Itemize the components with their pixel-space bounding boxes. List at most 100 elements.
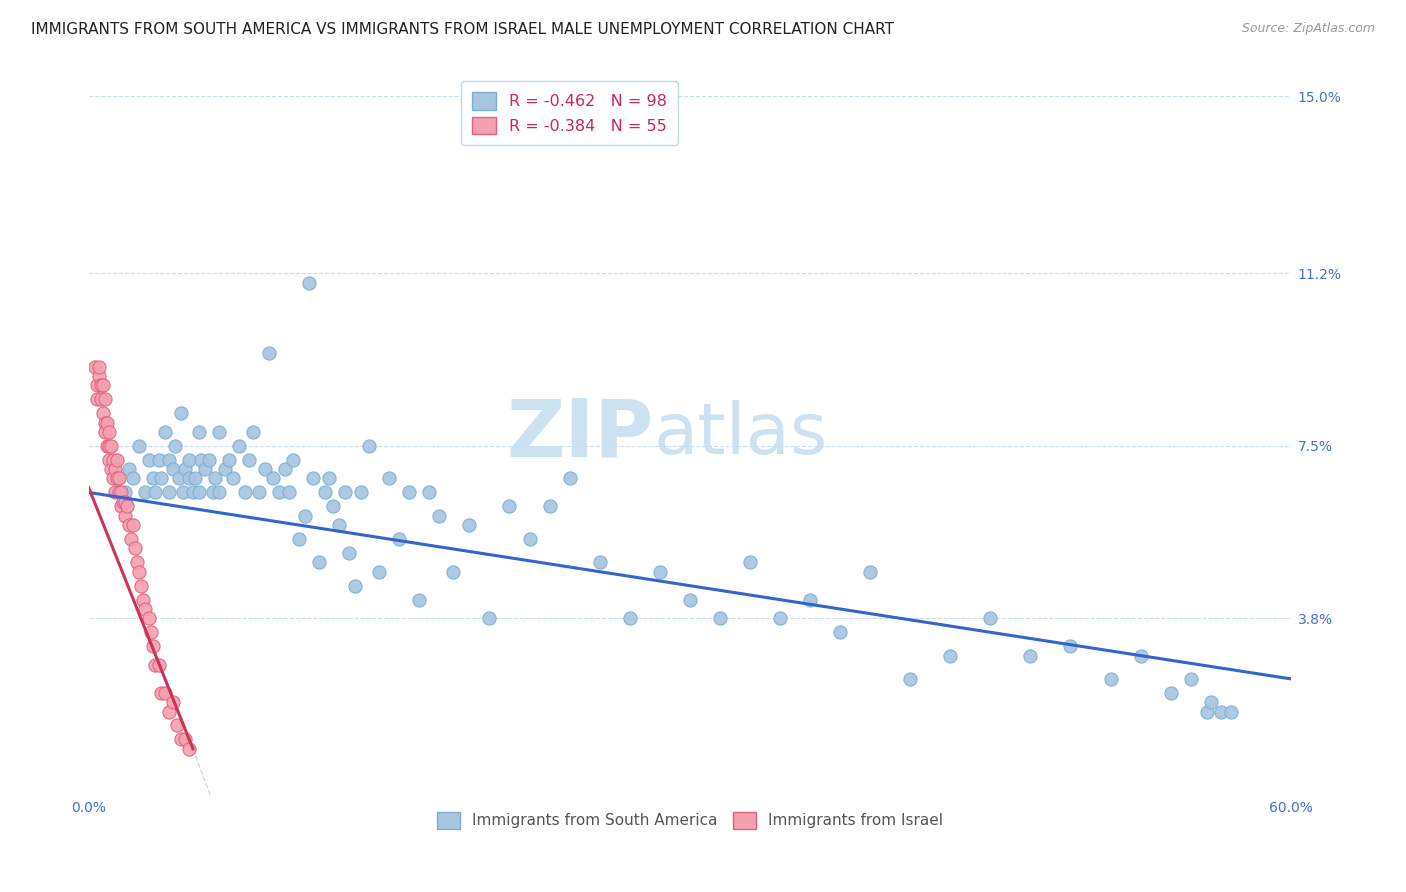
Point <box>174 462 197 476</box>
Point <box>170 406 193 420</box>
Point <box>162 695 184 709</box>
Point <box>337 546 360 560</box>
Text: ZIP: ZIP <box>506 395 654 473</box>
Point <box>143 657 166 672</box>
Point <box>588 555 610 569</box>
Point <box>157 485 180 500</box>
Point <box>177 471 200 485</box>
Point <box>143 485 166 500</box>
Point <box>149 686 172 700</box>
Point <box>118 462 141 476</box>
Point <box>163 439 186 453</box>
Point <box>105 471 128 485</box>
Point <box>1195 705 1218 719</box>
Point <box>322 500 344 514</box>
Point <box>124 541 146 556</box>
Point <box>194 462 217 476</box>
Point <box>427 508 450 523</box>
Legend: Immigrants from South America, Immigrants from Israel: Immigrants from South America, Immigrant… <box>430 805 949 835</box>
Point <box>120 532 142 546</box>
Point <box>538 500 561 514</box>
Point <box>181 485 204 500</box>
Point <box>101 452 124 467</box>
Point <box>100 439 122 453</box>
Point <box>350 485 373 500</box>
Point <box>648 565 671 579</box>
Point <box>1199 695 1222 709</box>
Point <box>110 485 132 500</box>
Point <box>134 602 156 616</box>
Point <box>177 452 200 467</box>
Point <box>368 565 391 579</box>
Point <box>174 732 197 747</box>
Point <box>104 485 127 500</box>
Point <box>172 485 194 500</box>
Point <box>115 500 138 514</box>
Point <box>378 471 401 485</box>
Point <box>302 471 325 485</box>
Point <box>208 425 231 439</box>
Point <box>709 611 731 625</box>
Point <box>281 452 304 467</box>
Point <box>558 471 581 485</box>
Point <box>769 611 792 625</box>
Point <box>105 452 128 467</box>
Point <box>254 462 277 476</box>
Point <box>187 485 209 500</box>
Point <box>142 639 165 653</box>
Point <box>1059 639 1081 653</box>
Point <box>97 439 120 453</box>
Point <box>157 452 180 467</box>
Point <box>198 452 221 467</box>
Point <box>218 452 240 467</box>
Point <box>114 495 136 509</box>
Point <box>408 592 430 607</box>
Text: atlas: atlas <box>654 400 828 468</box>
Point <box>97 425 120 439</box>
Point <box>278 485 301 500</box>
Point <box>87 368 110 383</box>
Point <box>478 611 501 625</box>
Point <box>138 452 160 467</box>
Point <box>148 657 170 672</box>
Point <box>498 500 520 514</box>
Text: IMMIGRANTS FROM SOUTH AMERICA VS IMMIGRANTS FROM ISRAEL MALE UNEMPLOYMENT CORREL: IMMIGRANTS FROM SOUTH AMERICA VS IMMIGRA… <box>31 22 894 37</box>
Point <box>257 345 280 359</box>
Point <box>398 485 420 500</box>
Point <box>359 439 381 453</box>
Point <box>859 565 882 579</box>
Point <box>335 485 357 500</box>
Point <box>828 625 851 640</box>
Point <box>114 485 136 500</box>
Point <box>86 392 108 407</box>
Point <box>418 485 440 500</box>
Point <box>187 425 209 439</box>
Point <box>294 508 316 523</box>
Point <box>201 485 224 500</box>
Point <box>318 471 340 485</box>
Point <box>129 579 152 593</box>
Point <box>679 592 702 607</box>
Point <box>1180 672 1202 686</box>
Point <box>344 579 367 593</box>
Point <box>308 555 330 569</box>
Point <box>288 532 311 546</box>
Point <box>121 518 143 533</box>
Point <box>107 471 129 485</box>
Point <box>91 378 114 392</box>
Point <box>118 518 141 533</box>
Point <box>91 406 114 420</box>
Point <box>128 439 150 453</box>
Point <box>100 462 122 476</box>
Point <box>314 485 336 500</box>
Point <box>94 425 117 439</box>
Point <box>149 471 172 485</box>
Point <box>1019 648 1042 663</box>
Point <box>107 485 129 500</box>
Point <box>110 500 132 514</box>
Point <box>97 452 120 467</box>
Point <box>86 378 108 392</box>
Point <box>121 471 143 485</box>
Point <box>184 471 207 485</box>
Text: Source: ZipAtlas.com: Source: ZipAtlas.com <box>1241 22 1375 36</box>
